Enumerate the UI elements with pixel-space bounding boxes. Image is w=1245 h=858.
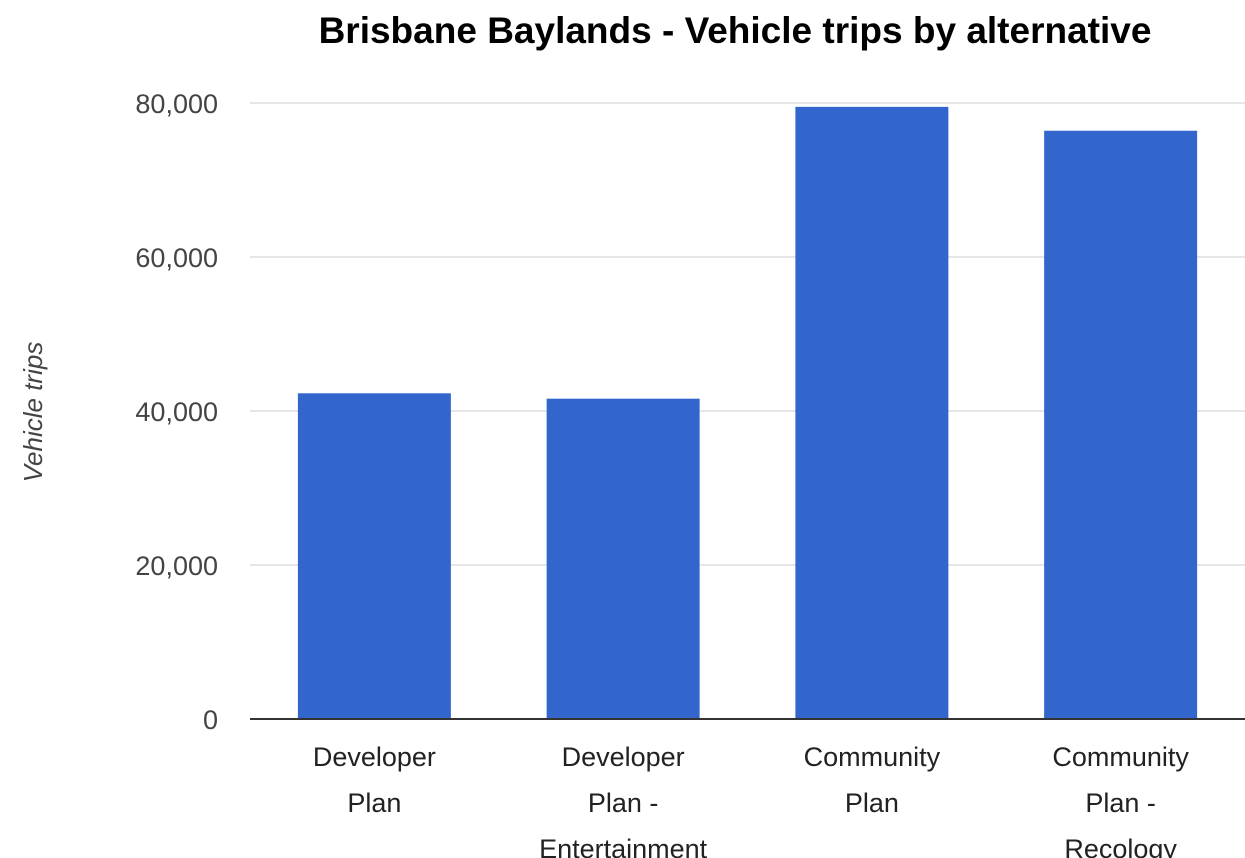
x-category-label: Developer Plan -Entertainment (539, 742, 708, 858)
y-tick-label: 0 (203, 705, 218, 735)
bar (1044, 130, 1198, 720)
y-axis-title: Vehicle trips (18, 342, 48, 483)
x-category-label: Community Plan -Recology (1052, 742, 1189, 858)
bars (297, 106, 1198, 720)
bar (795, 106, 949, 720)
chart-title: Brisbane Baylands - Vehicle trips by alt… (319, 10, 1152, 51)
x-category-label: Community Plan (804, 742, 941, 818)
bar (546, 398, 700, 719)
y-tick-label: 80,000 (135, 89, 218, 119)
bar (297, 393, 451, 719)
y-tick-label: 60,000 (135, 243, 218, 273)
x-axis-category-labels: Developer Plan Developer Plan -Entertainmen… (313, 742, 1190, 858)
y-axis-tick-labels: 0 20,000 40,000 60,000 80,000 (135, 89, 218, 735)
x-category-label: Developer Plan (313, 742, 436, 818)
y-tick-label: 40,000 (135, 397, 218, 427)
y-tick-label: 20,000 (135, 551, 218, 581)
